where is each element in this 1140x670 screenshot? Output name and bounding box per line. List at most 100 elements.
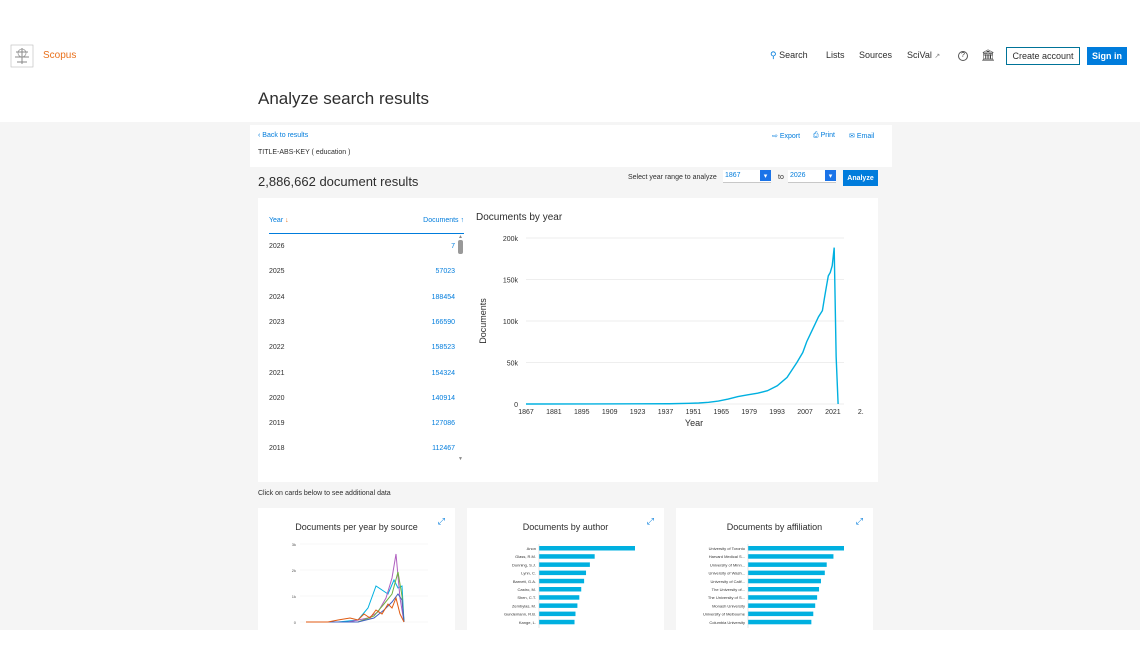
row-documents-link[interactable]: 154324 [431,369,455,377]
expand-icon[interactable]: ⤢ [855,516,863,526]
year-range-label: Select year range to analyze [628,174,717,181]
brand-name[interactable]: Scopus [43,50,77,61]
export-button[interactable]: ⇨ Export [772,132,800,140]
help-icon[interactable]: ? [958,51,968,61]
bar[interactable] [748,578,821,584]
row-year: 2025 [269,268,285,276]
column-documents-label: Documents [423,217,459,224]
x-tick-label: 1895 [574,409,590,416]
top-bar: Scopus ⚲ Search Lists Sources SciVal ↗ ?… [0,0,1140,80]
results-count: 2,886,662 document results [258,174,419,189]
nav-search-label: Search [779,50,808,60]
source-series-line[interactable] [306,553,405,623]
y-tick-label: 1k [292,594,296,599]
chart-title: Documents by year [476,212,563,223]
expand-icon[interactable]: ⤢ [646,516,654,526]
y-tick-label: 50k [507,361,519,368]
sort-down-icon: ↓ [285,217,289,224]
source-series-line[interactable] [306,593,405,623]
bar[interactable] [539,619,575,625]
author-card-title: Documents by author [522,522,609,532]
column-documents[interactable]: Documents ↑ [423,217,464,224]
bar[interactable] [539,603,578,608]
bar[interactable] [748,619,812,625]
elsevier-logo-icon[interactable] [10,44,34,68]
x-tick-label: 1965 [714,409,730,416]
year-to-value: 2026 [790,172,806,179]
y-tick-label: 2k [292,568,296,573]
row-documents-link[interactable]: 166590 [431,318,455,326]
author-card[interactable]: Documents by author ⤢ Anon Glass, R.M. Dun… [467,508,664,630]
nav-lists[interactable]: Lists [826,50,845,60]
row-year: 2021 [269,369,285,377]
bar-label: Columbia University [709,620,745,625]
bar[interactable] [539,587,582,592]
year-from-select[interactable]: 1867 ▾ [723,170,771,183]
bar[interactable] [748,595,818,600]
bar[interactable] [539,611,576,617]
x-tick-label: 1909 [602,409,618,416]
back-to-results-link[interactable]: ‹ Back to results [258,132,308,139]
x-tick-label: 1951 [686,409,702,416]
analyze-button[interactable]: Analyze [843,170,878,186]
nav-search[interactable]: ⚲ Search [770,50,808,61]
bar[interactable] [748,546,844,551]
source-series-line[interactable] [306,596,405,623]
source-series-line[interactable] [306,571,405,623]
bar-label: Castro, M. [518,587,536,592]
bar-label: University of Minn... [710,562,745,567]
bar-label: Zembylas, M. [512,603,536,608]
bar[interactable] [539,570,587,576]
bar-label: Barnett, G.A. [513,579,536,584]
chevron-down-icon: ▾ [760,170,771,181]
year-to-select[interactable]: 2026 ▾ [788,170,836,183]
bar[interactable] [539,562,590,567]
x-tick-label: 1937 [658,409,674,416]
source-card[interactable]: Documents per year by source ⤢ 0 1k 2k 3k [258,508,455,630]
bar[interactable] [748,562,827,567]
row-documents-link[interactable]: 127086 [431,420,455,428]
bar-label: Anon [527,546,536,551]
print-button[interactable]: ⎙ Print [813,132,835,140]
x-axis-label: Year [685,418,703,428]
create-account-button[interactable]: Create account [1006,47,1080,65]
row-documents-link[interactable]: 140914 [431,394,455,402]
bar[interactable] [748,603,816,608]
row-documents-link[interactable]: 158523 [431,344,455,352]
query-strip [250,125,892,167]
x-tick-label: 2021 [825,409,841,416]
nav-scival[interactable]: SciVal ↗ [907,50,940,60]
y-tick-label: 0 [294,620,297,625]
bar-label: Glass, R.M. [515,554,536,559]
x-tick-label: 2. [858,409,864,416]
row-documents-link[interactable]: 188454 [431,293,455,301]
scroll-up-icon[interactable]: ▲ [458,234,463,240]
row-documents-link[interactable]: 7 [451,243,455,250]
row-documents-link[interactable]: 57023 [435,268,455,276]
bar[interactable] [748,554,834,559]
expand-icon[interactable]: ⤢ [437,516,445,526]
bar[interactable] [539,595,580,600]
bar-label: The University of S... [708,595,745,600]
affiliation-card[interactable]: Documents by affiliation ⤢ University of… [676,508,873,630]
column-year[interactable]: Year ↓ [269,217,289,224]
column-year-label: Year [269,217,284,224]
scroll-down-icon[interactable]: ▼ [458,456,463,462]
email-button[interactable]: ✉ Email [849,132,874,140]
bar[interactable] [748,611,814,617]
x-tick-label: 1979 [741,409,757,416]
row-documents-link[interactable]: 112467 [432,445,455,453]
bar[interactable] [748,570,825,576]
table-scrollbar[interactable] [458,240,463,254]
institution-icon[interactable]: 🏛 [981,50,995,62]
series-line[interactable] [525,247,839,405]
bar[interactable] [539,546,635,551]
nav-sources[interactable]: Sources [859,50,893,60]
x-tick-label: 1867 [518,409,534,416]
sign-in-button[interactable]: Sign in [1087,47,1127,65]
affiliation-card-title: Documents by affiliation [726,522,823,532]
bar[interactable] [748,587,820,592]
bar[interactable] [539,554,595,559]
bar[interactable] [539,578,585,584]
bar-label: University of Toronto [709,546,746,551]
